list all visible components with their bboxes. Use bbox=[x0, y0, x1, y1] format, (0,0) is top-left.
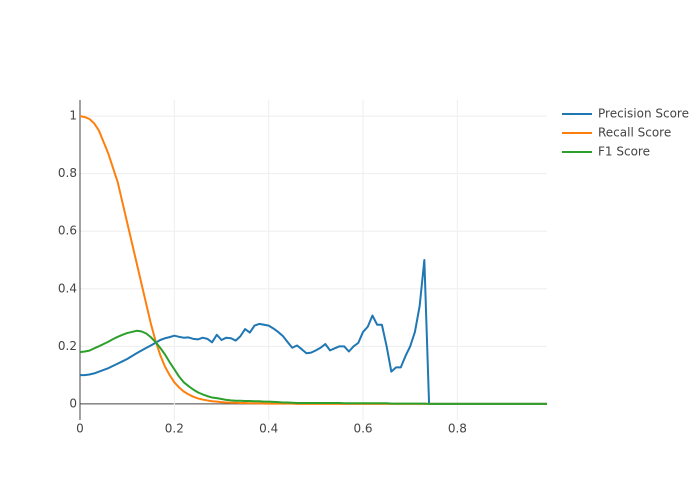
y-tick-label: 1 bbox=[69, 109, 77, 123]
x-tick-label: 0.2 bbox=[165, 422, 184, 436]
legend-label: F1 Score bbox=[598, 145, 650, 159]
x-tick-label: 0 bbox=[76, 422, 84, 436]
x-tick-label: 0.6 bbox=[353, 422, 372, 436]
y-tick-label: 0 bbox=[69, 396, 77, 410]
x-tick-label: 0.4 bbox=[259, 422, 278, 436]
y-tick-label: 0.4 bbox=[58, 281, 77, 295]
legend-label: Recall Score bbox=[598, 126, 671, 140]
y-tick-label: 0.2 bbox=[58, 339, 77, 353]
line-series bbox=[79, 115, 547, 405]
legend-label: Precision Score bbox=[598, 107, 689, 121]
y-tick-label: 0.6 bbox=[58, 224, 77, 238]
line-series bbox=[79, 329, 547, 405]
line-series bbox=[80, 259, 547, 405]
y-tick-label: 0.8 bbox=[58, 166, 77, 180]
x-tick-label: 0.8 bbox=[448, 422, 467, 436]
